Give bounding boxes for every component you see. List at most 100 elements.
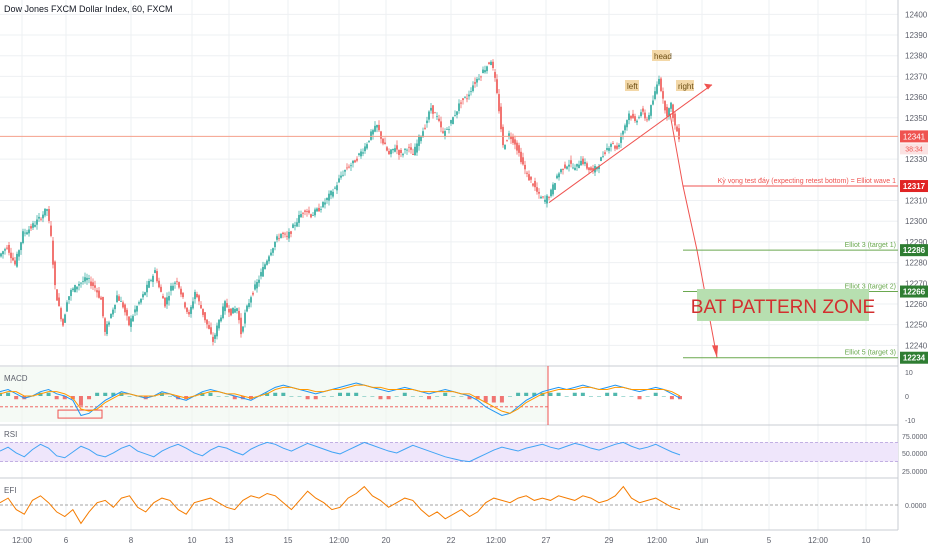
macd-hist-bar: [346, 392, 351, 396]
macd-hist-bar: [305, 396, 310, 400]
candle-body: [640, 112, 642, 116]
candle-body: [96, 290, 98, 293]
y-tick-label: 12290: [905, 238, 928, 247]
macd-hist-bar: [143, 396, 148, 400]
candle-body: [410, 147, 412, 150]
candle-body: [564, 164, 566, 169]
y-tick-label: 12240: [905, 341, 928, 350]
y-tick-label: 12310: [905, 197, 928, 206]
candle-body: [486, 66, 488, 72]
candle-body: [412, 153, 414, 155]
candle-body: [552, 184, 554, 195]
macd-hist-bar: [159, 392, 164, 396]
candle-body: [518, 145, 520, 153]
candle-body: [524, 164, 526, 170]
candle-body: [592, 168, 594, 171]
candle-body: [218, 319, 220, 329]
candle-body: [376, 124, 378, 128]
candle-body: [4, 249, 6, 251]
candle-body: [66, 302, 68, 312]
x-tick-label: 22: [447, 536, 456, 545]
macd-hist-bar: [532, 392, 537, 396]
macd-hist-bar: [87, 396, 92, 400]
candle-body: [130, 318, 132, 327]
chart-title: Dow Jones FXCM Dollar Index, 60, FXCM: [4, 4, 173, 14]
candle-body: [648, 115, 650, 120]
candle-body: [30, 226, 32, 229]
candle-body: [56, 289, 58, 301]
candle-body: [18, 250, 20, 257]
candle-body: [372, 130, 374, 135]
candle-body: [36, 219, 38, 225]
level-badge-target3: [900, 351, 928, 364]
candle-body: [488, 62, 490, 64]
candle-body: [512, 136, 514, 143]
candle-body: [588, 167, 590, 171]
candle-body: [530, 176, 532, 180]
macd-hist-bar: [338, 392, 342, 396]
current-price-label: 12341: [903, 132, 926, 141]
candle-body: [398, 149, 400, 155]
candle-body: [116, 295, 118, 303]
candle-body: [168, 295, 170, 301]
candle-body: [492, 61, 494, 68]
macd-hist-bar: [103, 392, 108, 396]
candle-body: [538, 191, 540, 194]
candle-body: [462, 98, 464, 101]
candle-body: [80, 282, 82, 284]
macd-hist-bar: [273, 392, 278, 396]
candle-body: [48, 209, 50, 221]
candle-body: [196, 293, 198, 298]
x-tick-label: 10: [188, 536, 197, 545]
candle-body: [408, 146, 410, 148]
candle-body: [390, 149, 392, 155]
candle-body: [210, 327, 212, 334]
candle-body: [474, 82, 476, 84]
macd-hist-bar: [580, 392, 585, 396]
candle-body: [350, 165, 352, 167]
candle-body: [92, 282, 94, 286]
candle-body: [184, 302, 186, 308]
candle-body: [44, 208, 46, 216]
macd-hist-bar: [394, 396, 399, 397]
candle-body: [222, 306, 224, 319]
macd-hist-bar: [54, 396, 59, 400]
candle-body: [598, 166, 600, 170]
x-tick-label: 12:00: [329, 536, 350, 545]
candle-body: [546, 195, 548, 204]
macd-hist-bar: [329, 396, 334, 397]
candle-body: [178, 282, 180, 288]
candle-body: [246, 305, 248, 312]
candle-body: [380, 131, 382, 139]
pane-label-rsi: RSI: [4, 430, 17, 439]
x-tick-label: 29: [605, 536, 614, 545]
candle-body: [378, 124, 380, 131]
candle-body: [312, 215, 314, 216]
candle-body: [580, 160, 582, 166]
candle-body: [542, 196, 544, 198]
candle-body: [320, 209, 322, 210]
candle-body: [274, 241, 276, 248]
candle-body: [520, 151, 522, 163]
level-badge-label-target1: 12286: [903, 246, 926, 255]
candle-body: [572, 167, 574, 169]
candle-body: [490, 61, 492, 65]
candle-body: [58, 297, 60, 307]
candle-body: [104, 318, 106, 332]
candle-body: [476, 78, 478, 83]
x-tick-label: 12:00: [647, 536, 668, 545]
macd-hist-bar: [467, 396, 472, 400]
macd-hist-bar: [46, 392, 51, 396]
candle-body: [662, 91, 664, 99]
macd-hist-bar: [184, 396, 189, 400]
candle-body: [266, 260, 268, 265]
candle-body: [38, 216, 40, 219]
candle-body: [300, 214, 302, 218]
candle-body: [252, 292, 254, 295]
macd-hist-bar: [605, 392, 610, 396]
candle-body: [126, 309, 128, 316]
macd-hist-bar: [216, 396, 221, 397]
candle-body: [200, 305, 202, 309]
candle-body: [208, 325, 210, 329]
